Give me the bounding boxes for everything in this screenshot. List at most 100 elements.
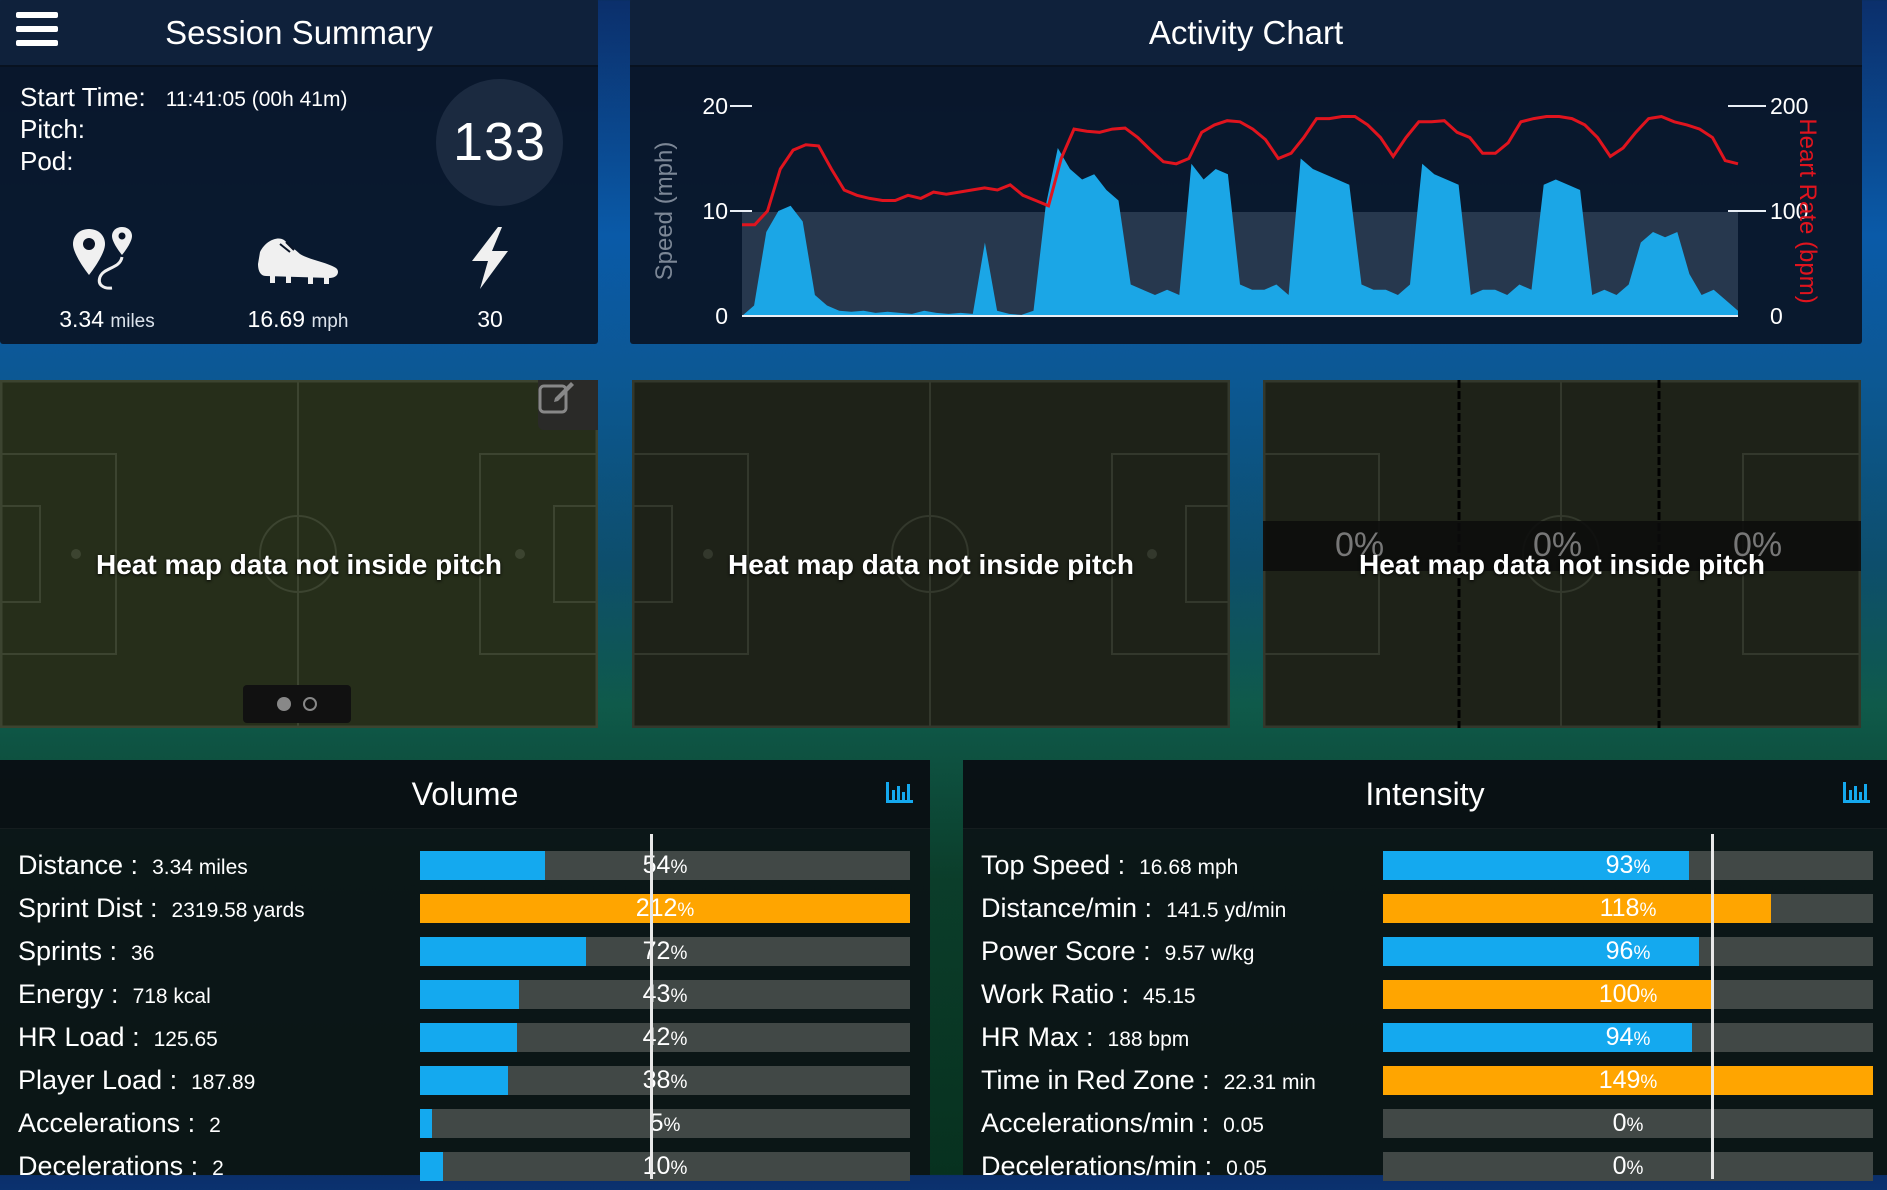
edit-button[interactable] (538, 380, 598, 430)
metric-percent-number: 93 (1605, 851, 1634, 879)
metric-label: Accelerations/min : 0.05 (981, 1102, 1264, 1147)
zone-pct-right: 0% (1733, 526, 1783, 564)
carousel-dot-2[interactable] (303, 697, 317, 711)
metric-percent: 149% (1383, 1066, 1873, 1097)
metric-percent-number: 38 (642, 1066, 671, 1094)
metric-percent-sign: % (677, 900, 695, 921)
start-time-label: Start Time: (20, 82, 146, 112)
route-pin-icon (22, 220, 192, 296)
metric-percent-sign: % (1626, 1115, 1644, 1136)
metric-value: 3.34 miles (152, 856, 248, 879)
metric-name: Power Score : (981, 936, 1151, 966)
top-speed-stat-value: 16.69 (247, 306, 306, 332)
metric-bar-fill (1383, 1023, 1693, 1052)
metric-label: Top Speed : 16.68 mph (981, 844, 1238, 889)
bar-chart-icon[interactable] (1841, 778, 1871, 806)
metric-bar-fill (1383, 937, 1699, 966)
metric-label: Sprints : 36 (18, 930, 154, 975)
session-summary-panel: Session Summary Start Time: 11:41:05 (00h… (0, 0, 598, 344)
metric-percent: 10% (420, 1152, 910, 1183)
heatmap-message: Heat map data not inside pitch (1358, 549, 1766, 580)
metric-row: Work Ratio : 45.15 100% (963, 973, 1887, 1016)
carousel-dot-1[interactable] (277, 697, 291, 711)
y-right-axis-title: Heart Rate (bpm) (1794, 118, 1821, 303)
metric-value: 9.57 w/kg (1164, 942, 1255, 965)
distance-stat-value: 3.34 (59, 306, 105, 332)
metric-percent: 0% (1383, 1152, 1873, 1183)
metric-label: HR Load : 125.65 (18, 1016, 218, 1061)
start-time-value: 11:41:05 (00h 41m) (165, 88, 348, 111)
metric-row: Accelerations/min : 0.05 0% (963, 1102, 1887, 1145)
metric-bar-track: 212% (420, 894, 910, 923)
metric-row: Energy : 718 kcal 43% (0, 973, 930, 1016)
metric-value: 2319.58 yards (171, 899, 305, 922)
metric-bar-track: 149% (1383, 1066, 1873, 1095)
bar-chart-icon[interactable] (884, 778, 914, 806)
y-right-tick-label: 0 (1770, 303, 1783, 329)
pitch-lines (632, 380, 1230, 728)
speed-area (742, 148, 1738, 316)
metric-bar-track: 5% (420, 1109, 910, 1138)
metric-bar-track: 72% (420, 937, 910, 966)
distance-stat: 3.34 miles (22, 220, 192, 333)
metric-bar-track: 94% (1383, 1023, 1873, 1052)
metric-percent: 100% (1383, 980, 1873, 1011)
metric-value: 2 (209, 1114, 221, 1137)
metric-percent-sign: % (1639, 900, 1657, 921)
metric-name: Decelerations/min : (981, 1151, 1213, 1181)
metric-percent: 38% (420, 1066, 910, 1097)
metric-bar-fill (1383, 1066, 1873, 1095)
pod-label: Pod: (20, 146, 74, 176)
metric-percent: 93% (1383, 851, 1873, 882)
metric-percent-number: 100 (1598, 980, 1641, 1008)
metric-name: Distance/min : (981, 893, 1153, 923)
metric-bar-track: 43% (420, 980, 910, 1009)
metric-name: HR Load : (18, 1022, 140, 1052)
activity-chart-title: Activity Chart (1148, 14, 1344, 51)
metric-name: Accelerations : (18, 1108, 196, 1138)
metric-row: HR Load : 125.65 42% (0, 1016, 930, 1059)
metric-bar-fill (420, 851, 545, 880)
metric-value: 188 bpm (1107, 1028, 1190, 1051)
metric-percent-sign: % (670, 986, 688, 1007)
metric-percent-sign: % (1633, 857, 1651, 878)
metric-label: Player Load : 187.89 (18, 1059, 255, 1104)
metric-row: Decelerations/min : 0.05 0% (963, 1145, 1887, 1188)
y-left-tick-label: 10 (702, 198, 728, 224)
power-stat: 30 (405, 220, 575, 333)
metric-label: Work Ratio : 45.15 (981, 973, 1196, 1018)
metric-name: Energy : (18, 979, 119, 1009)
metric-value: 187.89 (191, 1071, 256, 1094)
heatmap-message: Heat map data not inside pitch (95, 549, 503, 580)
metric-percent: 5% (420, 1109, 910, 1140)
target-marker (650, 834, 654, 1179)
activity-chart-header: Activity Chart (630, 0, 1862, 67)
metric-percent-number: 0 (1612, 1109, 1627, 1137)
metric-percent-number: 212 (635, 894, 678, 922)
heatmap-message: Heat map data not inside pitch (727, 549, 1135, 580)
metric-bar-fill (420, 1109, 432, 1138)
start-time-row: Start Time: 11:41:05 (00h 41m) (20, 82, 347, 113)
pitch-label: Pitch: (20, 114, 86, 144)
metric-percent: 72% (420, 937, 910, 968)
metric-bar-fill (1383, 894, 1772, 923)
metric-label: Distance : 3.34 miles (18, 844, 248, 889)
metric-percent-sign: % (1633, 1029, 1651, 1050)
metric-value: 45.15 (1143, 985, 1196, 1008)
metric-value: 2 (212, 1157, 224, 1180)
metric-percent: 43% (420, 980, 910, 1011)
power-stat-value: 30 (477, 306, 503, 332)
metric-value: 0.05 (1226, 1157, 1267, 1180)
metric-percent-sign: % (1640, 1072, 1658, 1093)
metric-bar-track: 0% (1383, 1109, 1873, 1138)
metric-bar-track: 100% (1383, 980, 1873, 1009)
y-left-axis-title: Speed (mph) (651, 142, 678, 281)
metric-label: Energy : 718 kcal (18, 973, 211, 1018)
metric-percent-sign: % (1626, 1158, 1644, 1179)
metric-bar-track: 96% (1383, 937, 1873, 966)
y-left-tick-label: 0 (715, 303, 728, 329)
intensity-panel: Intensity Top Speed :16.68 mph 93% Distanc… (963, 760, 1887, 1181)
metric-label: Decelerations : 2 (18, 1145, 224, 1190)
menu-icon[interactable] (16, 12, 58, 46)
